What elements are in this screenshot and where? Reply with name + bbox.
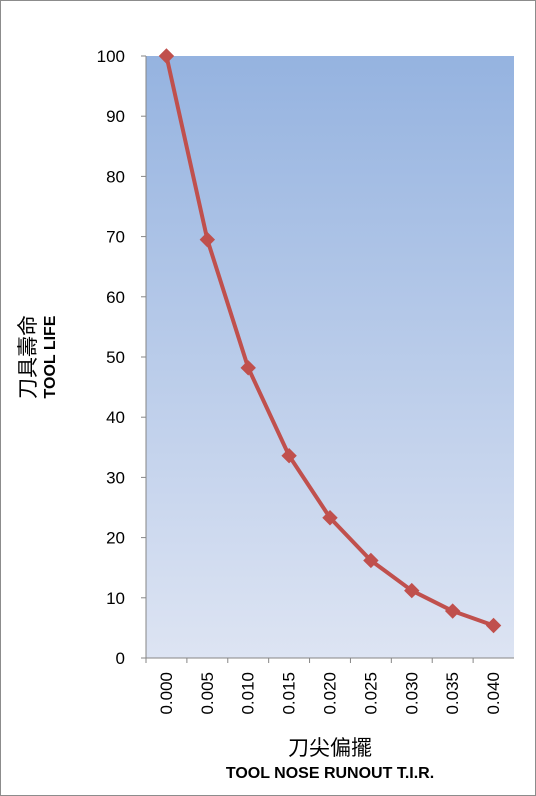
data-point-marker xyxy=(363,552,379,569)
y-tick-label: 20 xyxy=(106,529,125,548)
x-axis-title-en: TOOL NOSE RUNOUT T.I.R. xyxy=(225,765,435,782)
y-tick-label: 0 xyxy=(116,649,125,668)
x-tick-label: 0.005 xyxy=(198,672,217,715)
x-tick-label: 0.025 xyxy=(361,672,380,715)
data-point-marker xyxy=(240,360,256,376)
y-axis-ticks: 0 10 20 30 40 50 60 70 80 90 100 xyxy=(97,47,146,668)
data-point-marker xyxy=(404,582,420,599)
x-axis-title-zh: 刀尖偏擺 xyxy=(288,736,372,760)
data-point-marker xyxy=(281,448,297,464)
y-tick-label: 90 xyxy=(106,107,125,126)
series-markers xyxy=(158,48,502,634)
y-tick-label: 80 xyxy=(106,167,125,186)
y-axis-title-zh: 刀具壽命 xyxy=(16,315,40,399)
y-tick-label: 60 xyxy=(106,288,125,307)
x-tick-label: 0.040 xyxy=(484,672,503,715)
y-tick-label: 40 xyxy=(106,408,125,427)
y-tick-label: 70 xyxy=(106,228,125,247)
data-point-marker xyxy=(444,603,461,619)
y-tick-label: 50 xyxy=(106,348,125,367)
x-tick-label: 0.015 xyxy=(280,672,299,715)
data-point-marker xyxy=(485,617,502,634)
x-tick-label: 0.010 xyxy=(239,672,258,715)
x-tick-label: 0.035 xyxy=(443,672,462,715)
y-tick-label: 10 xyxy=(106,589,125,608)
data-point-marker xyxy=(322,510,338,526)
x-tick-label: 0.030 xyxy=(402,672,421,715)
plot-area xyxy=(146,56,514,658)
x-axis-ticks: 0.000 0.005 0.010 0.015 0.020 0.025 0.030 0.035… xyxy=(145,658,503,715)
data-point-marker xyxy=(199,231,216,248)
y-axis-title-en: TOOL LIFE xyxy=(42,315,59,399)
x-axis-title: 刀尖偏擺 TOOL NOSE RUNOUT T.I.R. xyxy=(146,734,514,786)
x-tick-label: 0.000 xyxy=(157,672,176,715)
x-tick-label: 0.020 xyxy=(321,672,340,715)
data-point-marker xyxy=(158,48,175,64)
y-tick-label: 30 xyxy=(106,468,125,487)
y-tick-label: 100 xyxy=(97,47,125,66)
y-axis-title: 刀具壽命 TOOL LIFE xyxy=(16,237,66,477)
